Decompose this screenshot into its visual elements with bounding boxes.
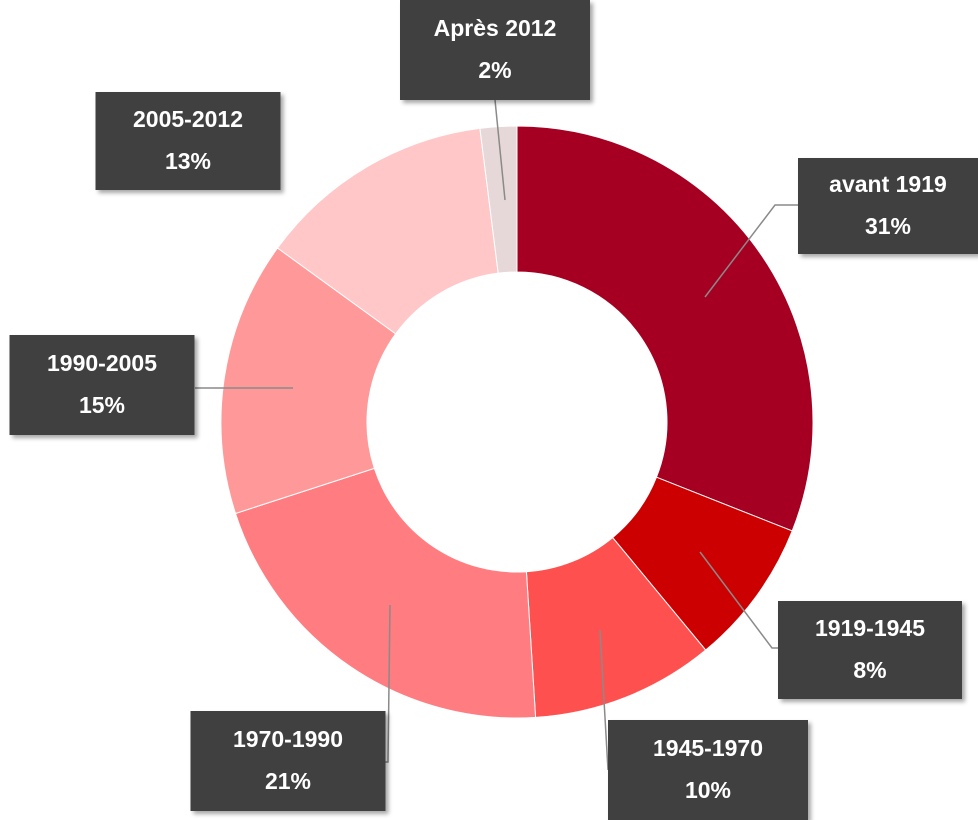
- category-label: 1945-1970: [653, 735, 763, 761]
- value-label: 31%: [865, 213, 911, 239]
- leader-line: [599, 629, 609, 771]
- category-label: 1970-1990: [233, 726, 343, 752]
- label-box: [798, 158, 978, 254]
- donut-slice: [220, 247, 397, 515]
- category-label: Après 2012: [434, 15, 557, 41]
- label-box: [608, 720, 808, 820]
- label-box: [778, 601, 962, 699]
- label-box: [400, 0, 590, 100]
- leader-line: [494, 99, 506, 201]
- category-label: 2005-2012: [133, 106, 243, 132]
- category-label: 1919-1945: [815, 615, 925, 641]
- value-label: 10%: [685, 777, 731, 803]
- leader-line: [699, 551, 778, 649]
- donut-slice: [234, 467, 537, 719]
- label-box: [95, 92, 281, 190]
- label-box: [9, 335, 195, 435]
- value-label: 15%: [79, 392, 125, 418]
- value-label: 2%: [478, 57, 511, 83]
- value-label: 13%: [165, 148, 211, 174]
- donut-slice: [516, 125, 814, 532]
- donut-slice: [479, 125, 518, 274]
- value-label: 21%: [265, 768, 311, 794]
- leader-line: [385, 604, 391, 763]
- category-label: 1990-2005: [47, 350, 157, 376]
- value-label: 8%: [853, 657, 886, 683]
- category-label: avant 1919: [829, 171, 947, 197]
- leader-line: [704, 204, 798, 298]
- label-box: [190, 711, 386, 811]
